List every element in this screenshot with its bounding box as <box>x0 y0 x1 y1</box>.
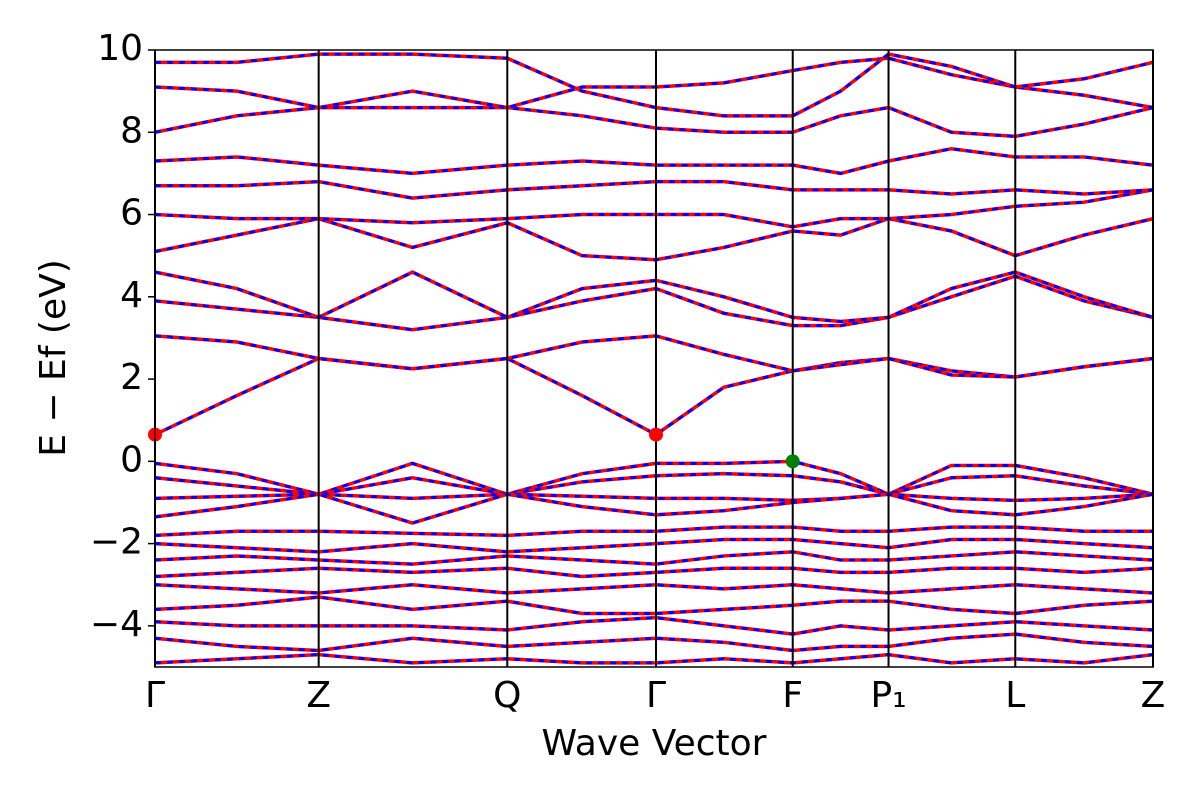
x-tick-label: L <box>1005 675 1025 716</box>
plot-area <box>155 52 1153 665</box>
band-dashed <box>155 188 1153 229</box>
band-dashed <box>155 334 1153 379</box>
band-dashed <box>155 356 1153 437</box>
band <box>155 105 1153 139</box>
y-tick-label: 4 <box>120 275 143 316</box>
band-dashed <box>155 217 1153 262</box>
band-dashed <box>155 56 1153 110</box>
x-tick-label: Z <box>1141 675 1166 716</box>
band-dashed <box>155 583 1153 595</box>
band <box>155 146 1153 176</box>
y-tick-label: −4 <box>90 604 143 645</box>
extremum-point <box>785 454 800 469</box>
band <box>155 595 1153 616</box>
band <box>155 274 1153 332</box>
band-dashed <box>155 472 1153 496</box>
band-dashed <box>155 52 1153 118</box>
band-dashed <box>155 270 1153 323</box>
band-dashed <box>155 459 1153 496</box>
band <box>155 216 1153 262</box>
band-dashed <box>155 595 1153 616</box>
y-axis-label: E − Ef (eV) <box>33 259 74 457</box>
y-tick-label: 2 <box>120 357 143 398</box>
band-dashed <box>155 492 1153 502</box>
band <box>155 632 1153 653</box>
band-dashed <box>155 525 1153 537</box>
band <box>155 179 1153 200</box>
band-dashed <box>155 106 1153 138</box>
x-tick-label: F <box>782 675 803 716</box>
x-axis-label: Wave Vector <box>542 723 767 764</box>
y-tick-label: 8 <box>120 110 143 151</box>
band-dashed <box>155 537 1153 554</box>
band-dashed <box>155 492 1153 525</box>
band-dashed <box>155 274 1153 332</box>
band-dashed <box>155 653 1153 665</box>
x-tick-label: Γ <box>646 675 666 716</box>
x-tick-label: Z <box>306 675 331 716</box>
y-tick-label: 10 <box>97 28 143 69</box>
x-tick-label: P₁ <box>870 675 906 716</box>
x-tick-label: Γ <box>145 675 165 716</box>
plot-frame <box>154 49 1154 668</box>
y-tick-label: 0 <box>120 439 143 480</box>
x-tick-label: Q <box>493 675 521 716</box>
y-tick-label: 6 <box>120 193 143 234</box>
band-dashed <box>155 180 1153 200</box>
band <box>155 356 1153 437</box>
band-dashed <box>155 616 1153 636</box>
y-tick-label: −2 <box>90 522 143 563</box>
band-dashed <box>155 550 1153 566</box>
band <box>155 334 1153 379</box>
band-dashed <box>155 632 1153 653</box>
band-dashed <box>155 147 1153 175</box>
extremum-point <box>648 427 663 442</box>
band-dashed <box>155 566 1153 579</box>
